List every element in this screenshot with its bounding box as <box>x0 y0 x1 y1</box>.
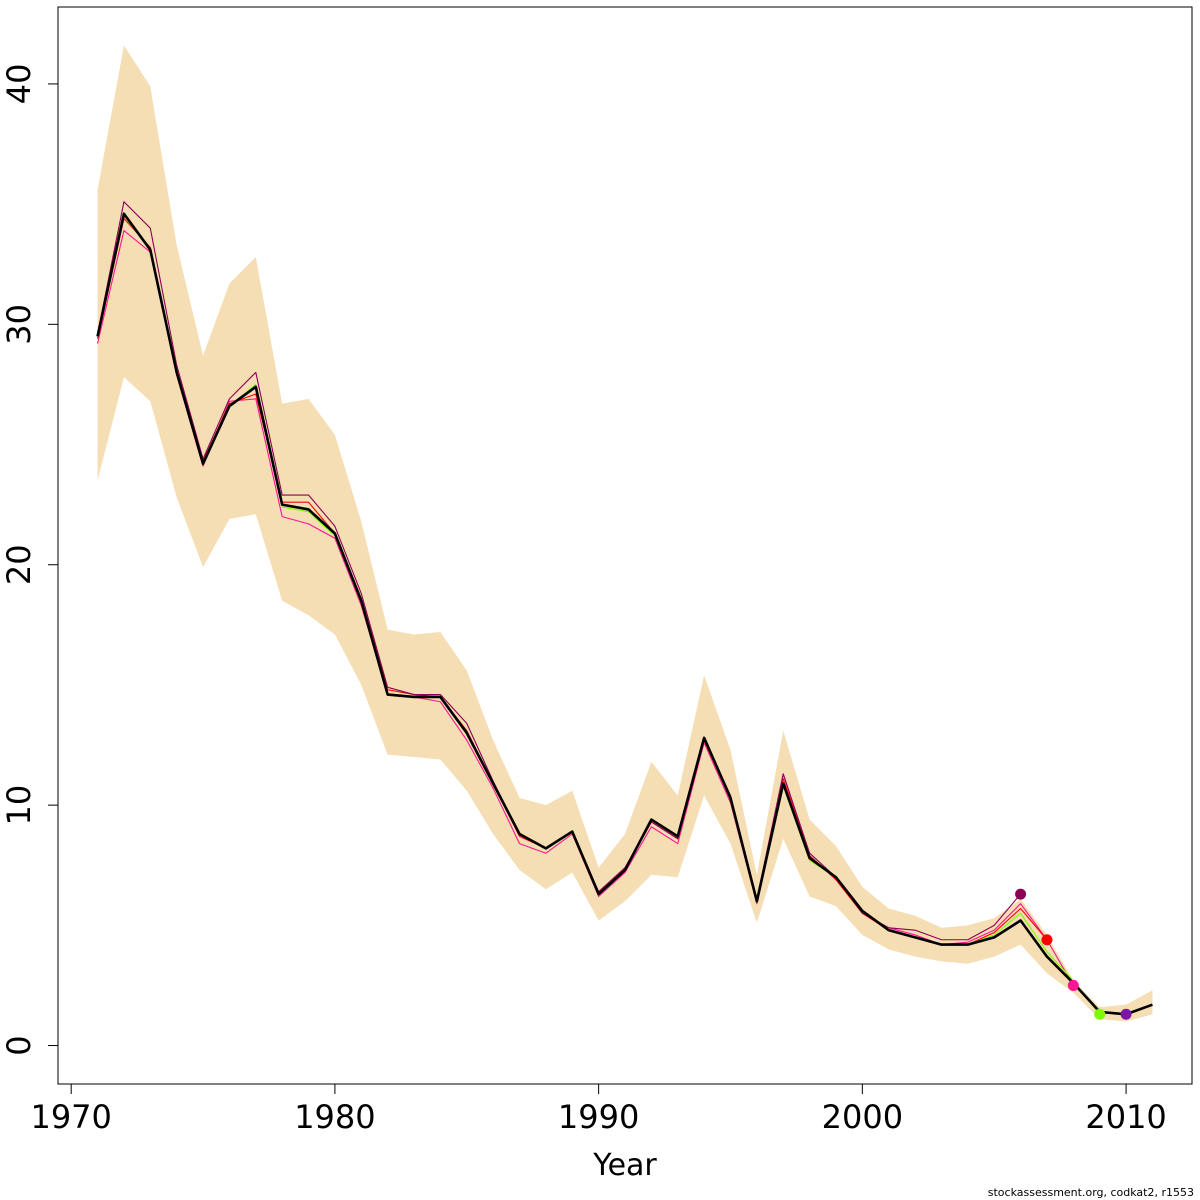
credit-text: stockassessment.org, codkat2, r1553 <box>988 1186 1194 1199</box>
y-axis: 0 10 20 30 40 <box>0 64 59 1056</box>
x-axis-title: Year <box>592 1148 657 1183</box>
x-tick-label-0: 1970 <box>30 1098 111 1136</box>
series-layer <box>96 201 1153 1016</box>
y-tick-label-4: 40 <box>0 64 38 105</box>
endpoint-marker-3 <box>1094 1008 1106 1020</box>
endpoint-marker-1 <box>1041 934 1053 946</box>
y-tick-label-3: 30 <box>0 304 38 345</box>
confidence-band <box>97 45 1153 1022</box>
confidence-band-layer <box>97 45 1153 1022</box>
x-axis: 1970 1980 1990 2000 2010 <box>30 1083 1167 1136</box>
endpoint-marker-4 <box>1120 1008 1132 1020</box>
series-line-0 <box>96 212 1153 1016</box>
y-tick-label-2: 20 <box>0 544 38 585</box>
x-tick-label-1: 1980 <box>294 1098 375 1136</box>
y-tick-label-1: 10 <box>0 785 38 826</box>
endpoint-marker-0 <box>1015 888 1027 900</box>
x-tick-label-4: 2010 <box>1085 1098 1166 1136</box>
x-tick-label-2: 1990 <box>558 1098 639 1136</box>
y-tick-label-0: 0 <box>0 1035 38 1055</box>
endpoint-marker-2 <box>1067 979 1079 991</box>
points-layer <box>1015 888 1132 1020</box>
x-tick-label-3: 2000 <box>822 1098 903 1136</box>
